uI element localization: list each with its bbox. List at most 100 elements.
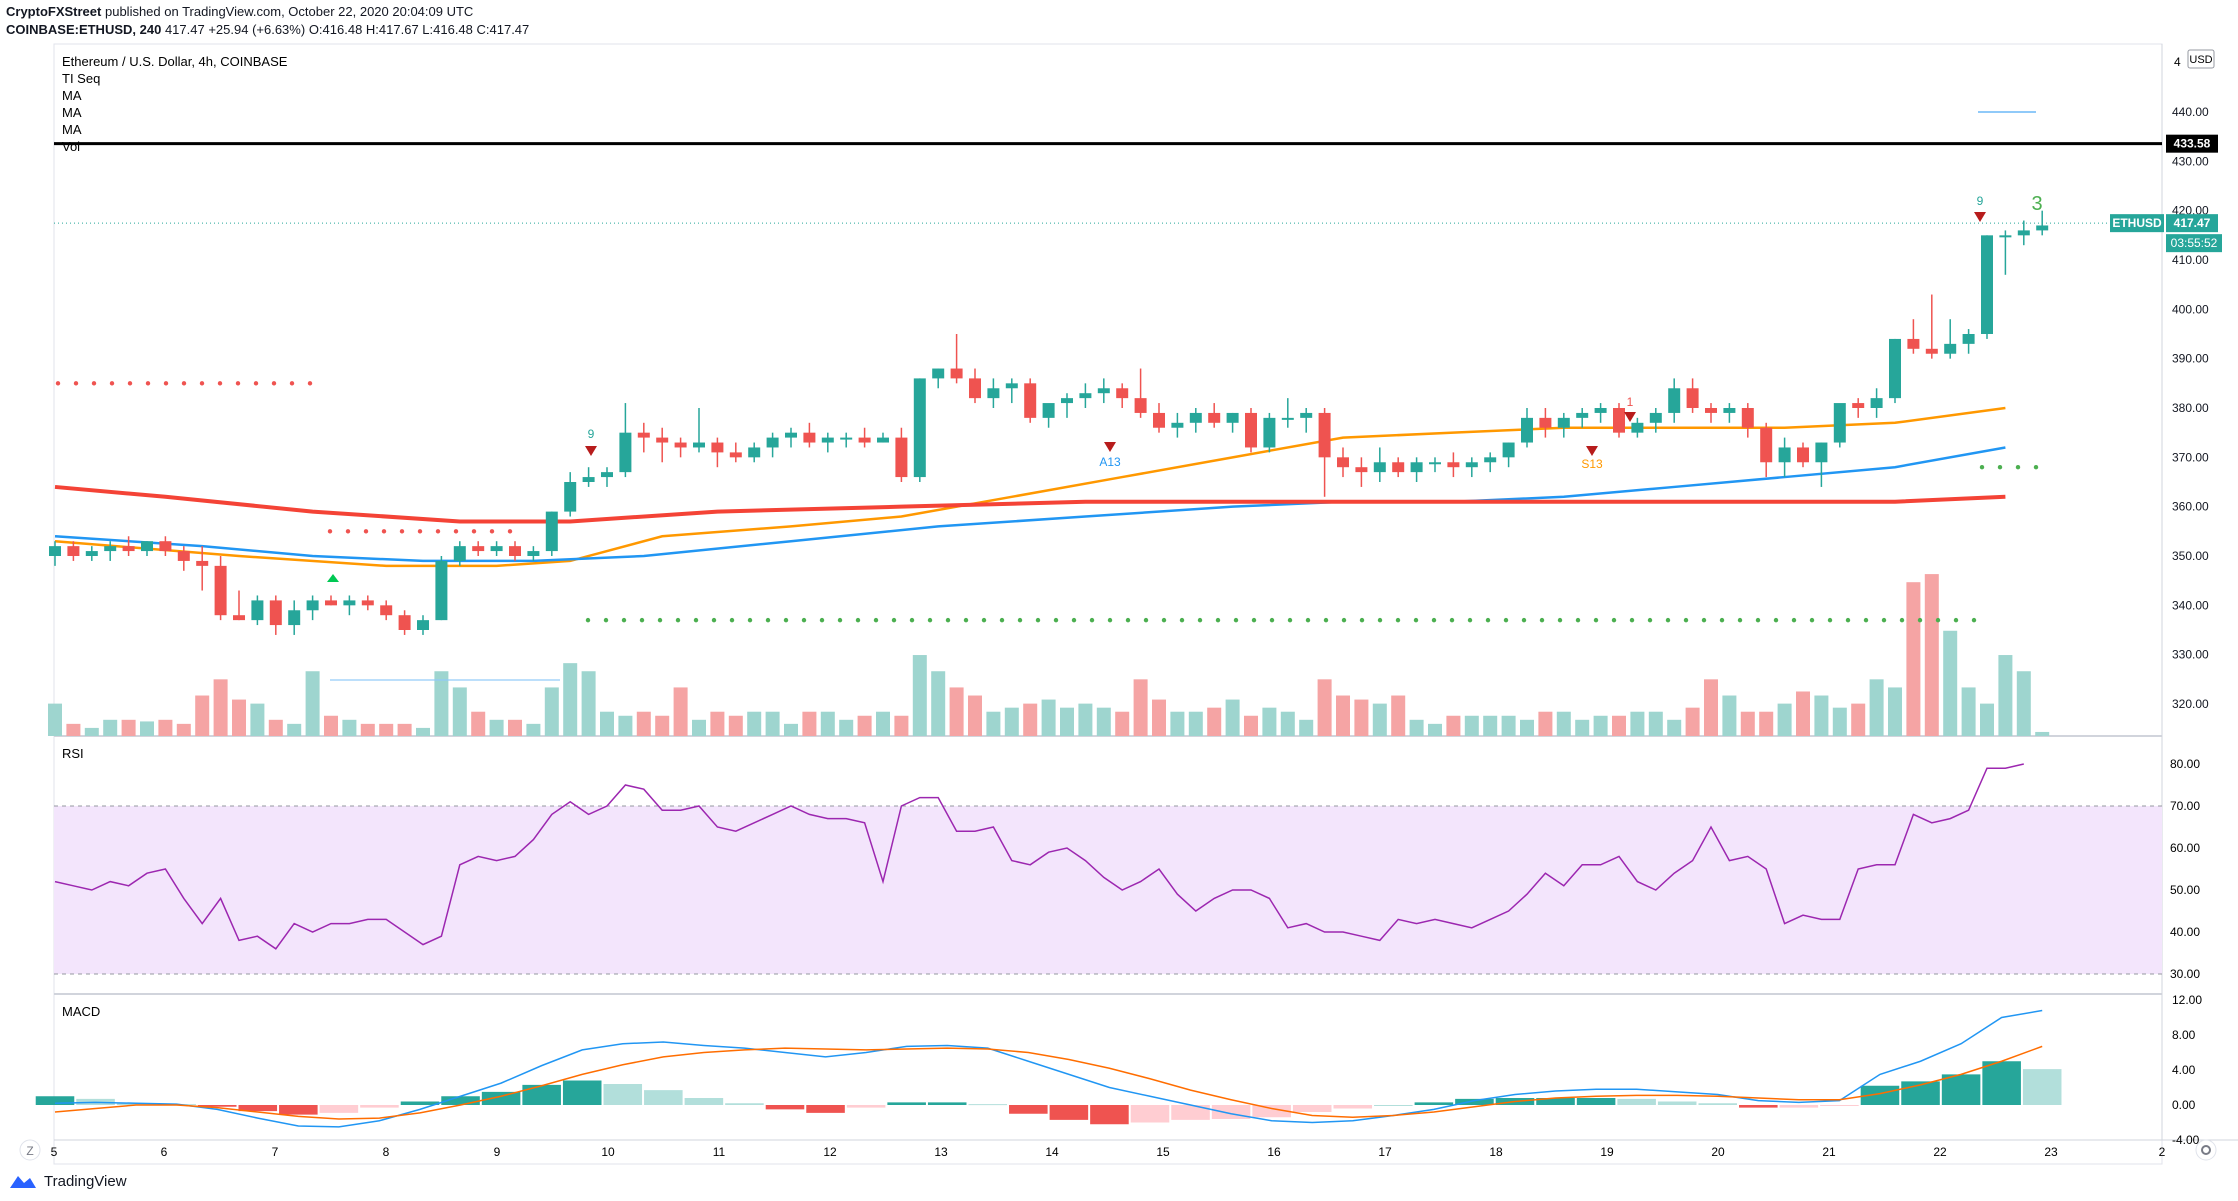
volume-bar <box>618 715 633 736</box>
volume-bar <box>912 655 927 736</box>
volume-bar <box>1685 707 1700 736</box>
volume-bar <box>526 723 541 736</box>
support-resistance-dot <box>1215 617 1221 623</box>
support-resistance-dot <box>585 617 591 623</box>
candle-body <box>380 605 393 616</box>
candle-body <box>711 442 724 453</box>
candle-body <box>693 442 705 448</box>
volume-bar <box>1354 699 1369 736</box>
candle-body <box>306 600 319 611</box>
candle-body <box>1889 338 1901 399</box>
volume-bar <box>728 715 743 736</box>
countdown-label: 03:55:52 <box>2171 236 2218 250</box>
time-label-edge: 2 <box>2159 1145 2166 1159</box>
time-label: 10 <box>601 1145 615 1159</box>
support-resistance-dot <box>1935 617 1941 623</box>
macd-histogram-bar <box>35 1096 75 1105</box>
support-resistance-dot <box>399 529 405 534</box>
volume-bar <box>1115 711 1130 736</box>
support-resistance-dot <box>855 617 861 623</box>
volume-bar <box>176 723 191 736</box>
settings-button[interactable] <box>2195 1139 2217 1161</box>
legend-item: MA <box>62 122 82 137</box>
candle-body <box>1300 412 1313 418</box>
support-resistance-dot <box>145 381 151 386</box>
volume-bar <box>1280 711 1295 736</box>
candle-body <box>582 477 595 482</box>
zoom-left-button[interactable] <box>19 1139 41 1161</box>
volume-bar <box>1575 719 1590 736</box>
volume-bar <box>1225 699 1240 736</box>
time-label: 13 <box>934 1145 948 1159</box>
ma-line <box>54 484 2006 524</box>
ma-line <box>54 446 2006 563</box>
support-resistance-dot <box>1035 617 1041 623</box>
support-resistance-dot <box>73 381 79 386</box>
price-tick: 430.00 <box>2172 154 2209 168</box>
support-resistance-dot <box>435 529 441 534</box>
support-resistance-dot <box>109 381 115 386</box>
volume-bar <box>1943 630 1958 736</box>
candle-body <box>1944 343 1957 354</box>
support-resistance-dot <box>1611 617 1617 623</box>
candle-body <box>545 511 558 552</box>
support-resistance-dot <box>471 529 477 534</box>
price-tick: 360.00 <box>2172 500 2209 514</box>
support-resistance-dot <box>1521 617 1527 623</box>
seq-1-label: 1 <box>1627 395 1634 409</box>
rsi-tick: 40.00 <box>2170 925 2200 939</box>
support-resistance-dot <box>1071 617 1077 623</box>
candle-body <box>1925 348 1938 354</box>
s13-label: S13 <box>1581 457 1603 471</box>
change-text: +25.94 (+6.63%) <box>208 22 306 37</box>
time-label: 14 <box>1045 1145 1059 1159</box>
candle-body <box>1392 462 1405 473</box>
macd-histogram-bar <box>1211 1105 1251 1119</box>
macd-histogram-bar <box>927 1102 967 1105</box>
volume-bar <box>324 715 338 736</box>
volume-bar <box>1336 695 1350 736</box>
macd-histogram-bar <box>1292 1105 1332 1112</box>
volume-bar <box>1409 719 1424 736</box>
zoom-left-icon: Z <box>26 1144 33 1158</box>
volume-bar <box>1980 703 1994 736</box>
publisher-name[interactable]: CryptoFXStreet <box>6 4 102 19</box>
candle-body <box>251 600 264 621</box>
macd-histogram-bar <box>522 1084 561 1105</box>
last-price-label: 417.47 <box>2174 216 2211 230</box>
macd-label: MACD <box>62 1004 100 1019</box>
candle-body <box>1355 467 1368 473</box>
macd-histogram-bar <box>887 1102 926 1105</box>
volume-bar <box>1317 679 1332 736</box>
footer-brand-text: TradingView <box>44 1172 127 1190</box>
candle-body <box>1576 412 1589 418</box>
volume-bar <box>1262 707 1277 736</box>
macd-histogram-bar <box>725 1103 764 1105</box>
macd-histogram-bar <box>481 1091 521 1105</box>
macd-histogram-bar <box>1820 1105 1859 1106</box>
candle-body <box>1797 447 1809 463</box>
currency-box[interactable] <box>2187 49 2215 69</box>
support-resistance-dot <box>1323 617 1329 623</box>
candle-body <box>1815 442 1828 463</box>
macd-line <box>54 1009 2043 1128</box>
candle-body <box>913 378 926 478</box>
last-price-text: 417.47 <box>164 22 205 37</box>
legend-items: TI Seq MA MA MA Vol <box>62 71 100 154</box>
volume-bar <box>673 687 688 736</box>
legend-title: Ethereum / U.S. Dollar, 4h, COINBASE <box>62 54 288 69</box>
time-label: 20 <box>1711 1145 1725 1159</box>
volume-bar <box>1483 715 1498 736</box>
volume-bar <box>765 711 780 736</box>
volume-bar <box>1464 715 1479 736</box>
support-resistance-dot <box>1413 617 1419 623</box>
support-resistance-dot <box>489 529 495 534</box>
volume-bar <box>1777 703 1792 736</box>
symbol-price-label: ETHUSD <box>2112 216 2162 230</box>
footer-brand[interactable]: TradingView <box>8 1172 127 1190</box>
time-label: 15 <box>1156 1145 1170 1159</box>
support-resistance-dot <box>307 381 313 386</box>
candle-body <box>932 368 945 379</box>
